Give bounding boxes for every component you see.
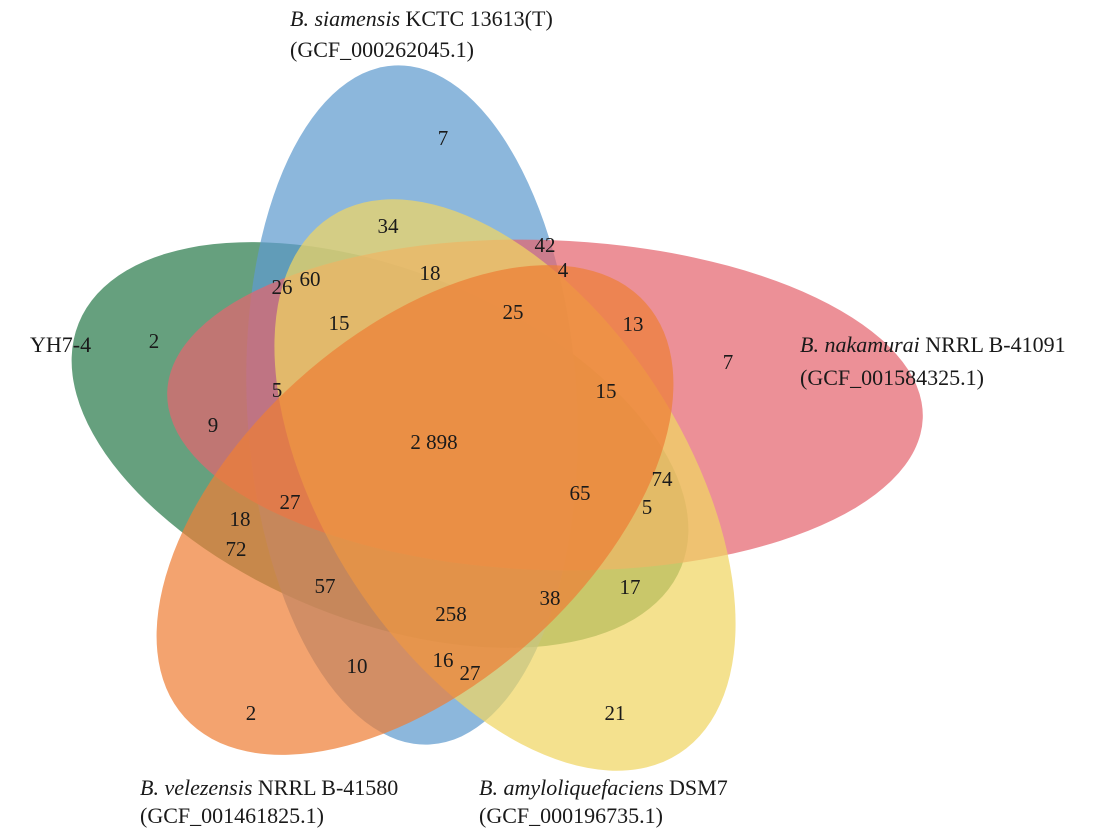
count-region: 17: [620, 575, 641, 599]
set-labels: YH7-4 B. siamensis KCTC 13613(T) (GCF_00…: [30, 6, 1066, 828]
label-b-siamensis: B. siamensis KCTC 13613(T): [290, 6, 553, 31]
count-region: 27: [460, 661, 481, 685]
count-region: 74: [652, 467, 674, 491]
label-b-amyloliquefaciens-accession: (GCF_000196735.1): [479, 803, 663, 828]
label-b-nakamurai-accession: (GCF_001584325.1): [800, 365, 984, 390]
count-region: 15: [329, 311, 350, 335]
label-yh7-4: YH7-4: [30, 332, 91, 357]
count-core: 2 898: [410, 430, 457, 454]
count-region: 13: [623, 312, 644, 336]
label-b-amyloliquefaciens: B. amyloliquefaciens DSM7: [479, 775, 728, 800]
count-region: 27: [280, 490, 301, 514]
count-region: 10: [347, 654, 368, 678]
count-region: 25: [503, 300, 524, 324]
label-b-velezensis: B. velezensis NRRL B-41580: [140, 775, 398, 800]
count-region: 18: [420, 261, 441, 285]
venn-petals: [71, 65, 923, 771]
count-nakamurai-only: 7: [723, 350, 734, 374]
count-region: 258: [435, 602, 467, 626]
count-region: 60: [300, 267, 321, 291]
count-siamensis-only: 7: [438, 126, 449, 150]
count-amyloliquefaciens-only: 21: [605, 701, 626, 725]
label-b-nakamurai: B. nakamurai NRRL B-41091: [800, 332, 1066, 357]
count-region: 15: [596, 379, 617, 403]
count-region: 38: [540, 586, 561, 610]
region-counts: 7 34 42 4 18 60 26 25 15 2 13 7 5 15 9 2…: [149, 126, 734, 725]
label-b-siamensis-accession: (GCF_000262045.1): [290, 37, 474, 62]
count-region: 34: [378, 214, 400, 238]
count-region: 57: [315, 574, 336, 598]
count-region: 65: [570, 481, 591, 505]
count-region: 18: [230, 507, 251, 531]
count-region: 16: [433, 648, 454, 672]
count-yh7-4-only: 2: [149, 329, 160, 353]
count-region: 5: [642, 495, 653, 519]
count-region: 42: [535, 233, 556, 257]
count-region: 5: [272, 378, 283, 402]
count-region: 72: [226, 537, 247, 561]
petal-b-velezensis: [156, 265, 674, 755]
count-region: 9: [208, 413, 219, 437]
count-region: 4: [558, 258, 569, 282]
count-region: 26: [272, 275, 293, 299]
count-velezensis-only: 2: [246, 701, 257, 725]
label-b-velezensis-accession: (GCF_001461825.1): [140, 803, 324, 828]
